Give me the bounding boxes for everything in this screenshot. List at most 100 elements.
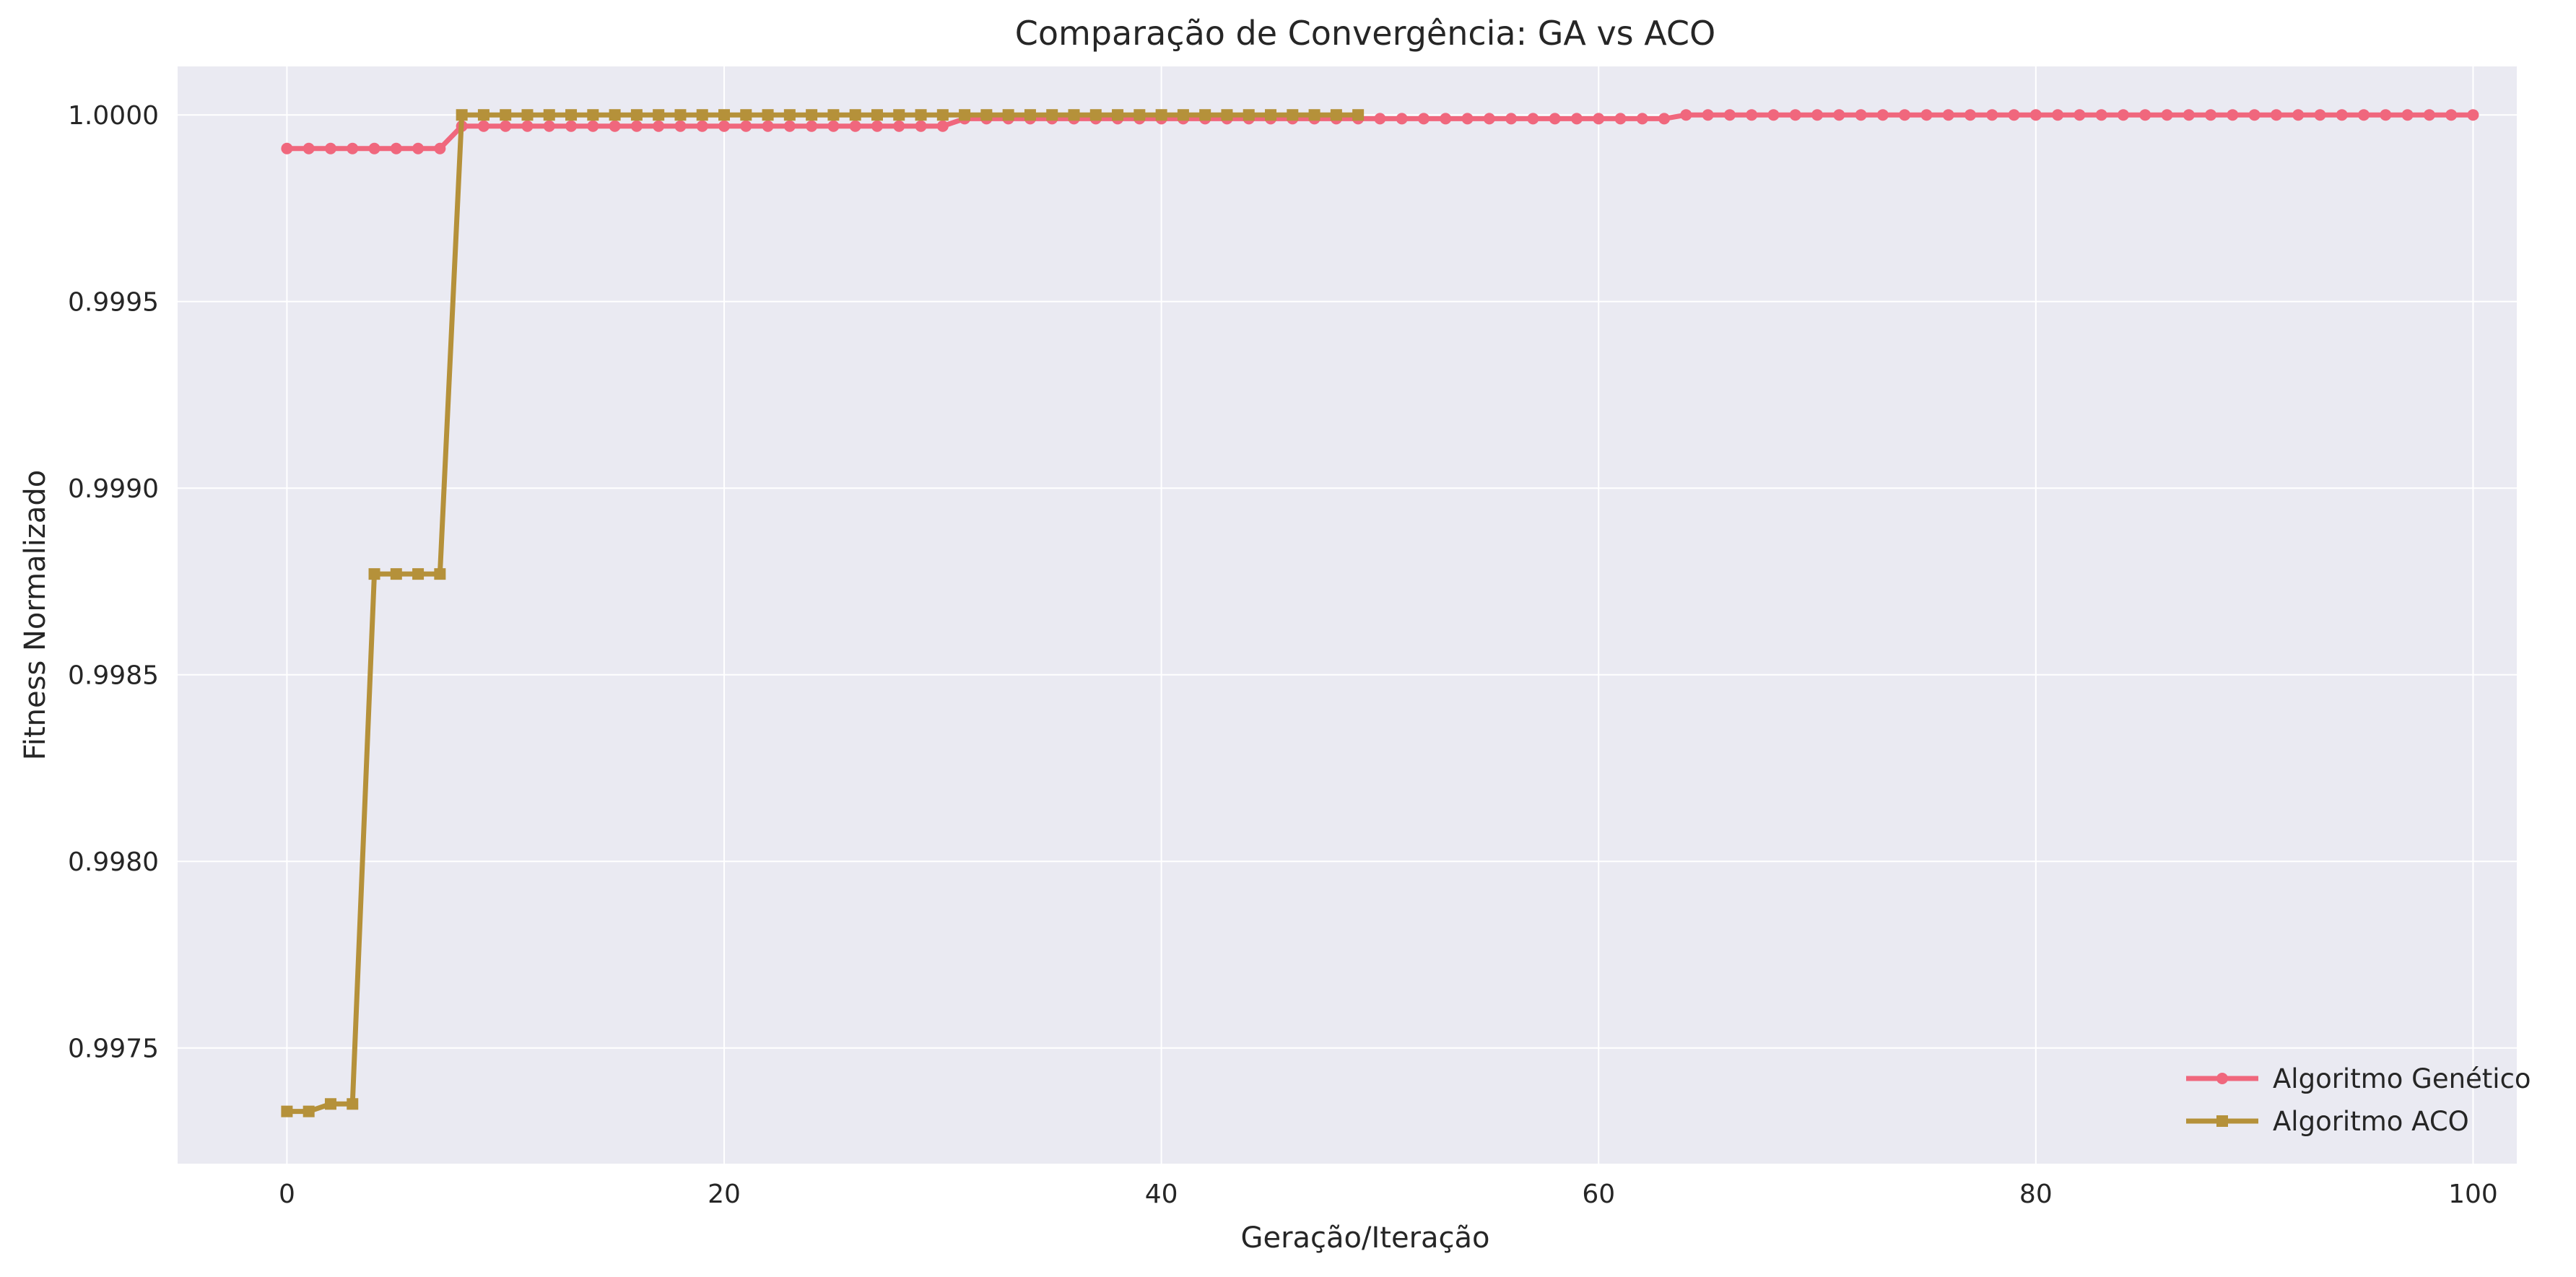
data-point-ga [347, 142, 359, 154]
data-point-ga [2358, 109, 2370, 121]
data-point-ga [1570, 113, 1583, 125]
data-point-aco [456, 109, 468, 121]
data-point-ga [609, 120, 621, 132]
data-point-ga [565, 120, 578, 132]
data-point-ga [740, 120, 752, 132]
data-point-ga [1789, 109, 1801, 121]
data-point-aco [806, 109, 818, 121]
data-point-ga [1680, 109, 1692, 121]
data-point-ga [1723, 109, 1736, 121]
data-point-aco [1287, 109, 1299, 121]
data-point-aco [696, 109, 708, 121]
data-point-ga [543, 120, 555, 132]
x-tick-label: 100 [2448, 1180, 2498, 1209]
data-point-aco [849, 109, 861, 121]
legend-item-ga: Algoritmo Genético [2186, 1063, 2531, 1094]
series [281, 109, 2479, 1117]
data-point-aco [630, 109, 643, 121]
x-tick-label: 80 [2019, 1180, 2053, 1209]
data-point-ga [2270, 109, 2282, 121]
data-point-ga [1833, 109, 1845, 121]
data-point-aco [543, 109, 555, 121]
data-point-aco [980, 109, 993, 121]
y-tick-label: 0.9980 [68, 847, 159, 877]
data-point-ga [324, 142, 336, 154]
data-point-aco [368, 568, 380, 580]
data-point-aco [1308, 109, 1320, 121]
legend: Algoritmo Genético Algoritmo ACO [2186, 1063, 2531, 1137]
data-point-aco [1046, 109, 1058, 121]
data-point-ga [368, 142, 380, 154]
data-point-aco [1221, 109, 1233, 121]
chart-title: Comparação de Convergência: GA vs ACO [1015, 14, 1716, 53]
data-point-ga [521, 120, 534, 132]
data-point-ga [2227, 109, 2239, 121]
data-point-ga [1636, 113, 1648, 125]
data-point-aco [871, 109, 883, 121]
data-point-ga [849, 120, 861, 132]
data-point-ga [2117, 109, 2129, 121]
data-point-aco [674, 109, 687, 121]
legend-item-aco: Algoritmo ACO [2186, 1106, 2469, 1137]
data-point-ga [1811, 109, 1824, 121]
x-tick-label: 0 [279, 1180, 295, 1209]
data-point-aco [1133, 109, 1146, 121]
series-aco [281, 109, 1365, 1117]
data-point-aco [718, 109, 731, 121]
data-point-ga [2008, 109, 2020, 121]
data-point-ga [2052, 109, 2064, 121]
data-point-ga [1855, 109, 1867, 121]
data-point-ga [2139, 109, 2151, 121]
y-axis-label: Fitness Normalizado [19, 470, 52, 760]
data-point-ga [1964, 109, 1976, 121]
data-point-aco [1089, 109, 1102, 121]
data-point-aco [653, 109, 665, 121]
data-point-ga [500, 120, 512, 132]
y-tick-labels: 0.9975 0.9980 0.9985 0.9990 0.9995 1.0000 [68, 101, 159, 1064]
data-point-aco [347, 1098, 359, 1110]
data-point-ga [1527, 113, 1539, 125]
data-point-ga [2467, 109, 2479, 121]
data-point-aco [477, 109, 489, 121]
data-point-ga [871, 120, 883, 132]
data-point-aco [434, 568, 446, 580]
data-point-ga [653, 120, 665, 132]
data-point-aco [390, 568, 402, 580]
data-point-ga [1374, 113, 1386, 125]
data-point-ga [630, 120, 643, 132]
data-point-aco [412, 568, 425, 580]
x-axis-label: Geração/Iteração [1240, 1221, 1489, 1255]
legend-marker-ga [2216, 1073, 2228, 1084]
data-point-ga [762, 120, 774, 132]
data-point-aco [893, 109, 905, 121]
data-point-aco [1199, 109, 1211, 121]
data-point-ga [1417, 113, 1430, 125]
data-point-aco [587, 109, 599, 121]
data-point-aco [827, 109, 840, 121]
data-point-ga [1899, 109, 1911, 121]
data-point-ga [1483, 113, 1495, 125]
data-point-aco [959, 109, 971, 121]
data-point-ga [1876, 109, 1889, 121]
data-point-aco [1112, 109, 1124, 121]
data-point-aco [1243, 109, 1255, 121]
data-point-aco [1002, 109, 1014, 121]
data-point-ga [1461, 113, 1474, 125]
data-point-aco [303, 1105, 315, 1117]
data-point-ga [2336, 109, 2348, 121]
y-tick-label: 1.0000 [68, 101, 159, 131]
data-point-aco [565, 109, 578, 121]
data-point-aco [740, 109, 752, 121]
data-point-ga [674, 120, 687, 132]
data-point-ga [893, 120, 905, 132]
x-tick-label: 20 [708, 1180, 741, 1209]
data-point-ga [696, 120, 708, 132]
data-point-ga [783, 120, 796, 132]
x-tick-labels: 0 20 40 60 80 100 [279, 1180, 2498, 1209]
data-point-ga [1986, 109, 1998, 121]
x-tick-label: 60 [1582, 1180, 1615, 1209]
data-point-ga [2161, 109, 2173, 121]
data-point-aco [500, 109, 512, 121]
data-point-aco [936, 109, 949, 121]
data-point-aco [1352, 109, 1365, 121]
